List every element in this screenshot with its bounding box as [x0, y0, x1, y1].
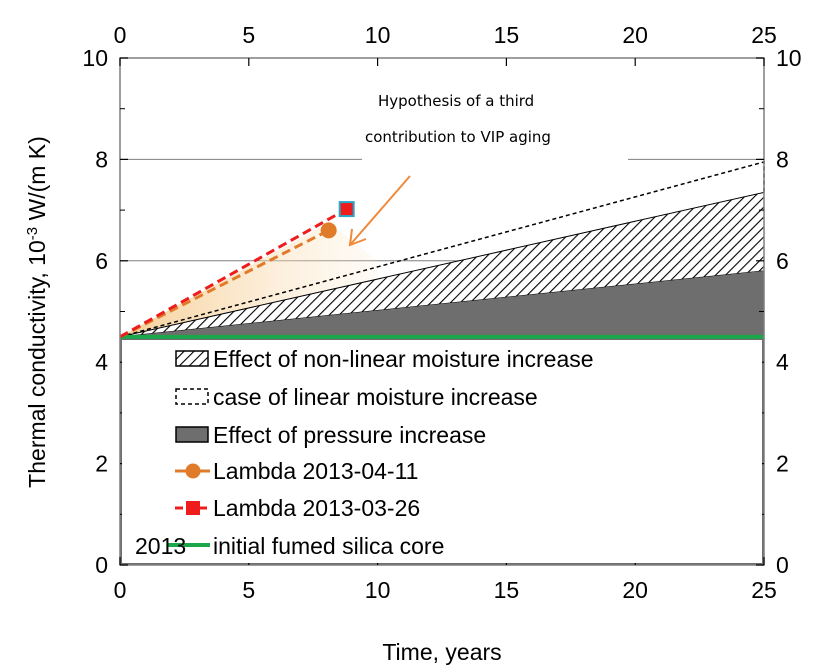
- y-axis-title-main: Thermal conductivity, 10: [24, 240, 50, 488]
- x-tick-label-top-15: 15: [494, 22, 520, 48]
- y-tick-label-left-4: 4: [95, 349, 108, 375]
- y-tick-label-right-0: 0: [776, 552, 789, 578]
- x-tick-label-top-10: 10: [365, 22, 391, 48]
- legend-swatch-hatched: [175, 350, 209, 367]
- x-tick-label-bottom-15: 15: [494, 577, 520, 603]
- x-tick-label-bottom-0: 0: [114, 577, 127, 603]
- hypothesis-annotation: Hypothesis of a third contribution to VI…: [348, 84, 628, 247]
- legend-label-pressure: Effect of pressure increase: [213, 422, 486, 448]
- y-axis-title-exp: -3: [24, 227, 41, 240]
- y-axis-title: Thermal conductivity, 10-3 W/(m K): [24, 136, 50, 488]
- x-axis-title: Time, years: [382, 639, 501, 665]
- annotation-mask: [362, 84, 628, 164]
- y-axis-title-unit: W/(m K): [24, 136, 50, 227]
- legend-swatch-gray: [175, 426, 209, 443]
- y-tick-label-right-8: 8: [776, 146, 789, 172]
- y-tick-label-right-2: 2: [776, 451, 789, 477]
- x-tick-label-bottom-20: 20: [622, 577, 648, 603]
- legend-label-lambda-0326: Lambda 2013-03-26: [213, 495, 420, 521]
- y-tick-label-left-10: 10: [82, 45, 108, 71]
- x-tick-label-bottom-25: 25: [751, 577, 777, 603]
- axis-ticks: [119, 57, 765, 566]
- legend-label-nonlinear: Effect of non-linear moisture increase: [213, 346, 594, 372]
- legend: Effect of non-linear moisture increase c…: [122, 340, 762, 563]
- x-tick-label-top-0: 0: [114, 22, 127, 48]
- legend-swatch-dashed: [175, 388, 209, 405]
- y-tick-label-right-10: 10: [776, 45, 802, 71]
- legend-item-lambda-0326: Lambda 2013-03-26: [175, 495, 420, 521]
- y-tick-label-left-6: 6: [95, 248, 108, 274]
- legend-swatch-red-marker: [186, 501, 200, 515]
- x-tick-label-top-20: 20: [622, 22, 648, 48]
- x-tick-label-bottom-5: 5: [242, 577, 255, 603]
- x-tick-label-bottom-10: 10: [365, 577, 391, 603]
- line-lambda-0411: [119, 229, 330, 339]
- marker-lambda-0411: [320, 222, 337, 239]
- annotation-line-2: contribution to VIP aging: [365, 128, 551, 146]
- line-lambda-0326: [119, 207, 348, 339]
- legend-label-initial-core: initial fumed silica core: [213, 533, 444, 559]
- legend-item-linear: case of linear moisture increase: [175, 384, 538, 410]
- annotation-arrowhead: [348, 228, 367, 247]
- annotation-arrow: [349, 175, 411, 246]
- marker-lambda-0326: [338, 201, 355, 218]
- line-series: [119, 201, 764, 339]
- y-tick-label-right-4: 4: [776, 349, 789, 375]
- annotation-line-1: Hypothesis of a third: [378, 92, 534, 110]
- legend-item-lambda-0411: Lambda 2013-04-11: [175, 458, 418, 484]
- y-tick-label-left-2: 2: [95, 451, 108, 477]
- y-tick-label-right-6: 6: [776, 248, 789, 274]
- y-tick-label-left-8: 8: [95, 146, 108, 172]
- legend-label-lambda-0411: Lambda 2013-04-11: [213, 458, 418, 484]
- legend-item-nonlinear: Effect of non-linear moisture increase: [175, 346, 594, 372]
- legend-label-linear: case of linear moisture increase: [213, 384, 538, 410]
- y-tick-label-left-0: 0: [95, 552, 108, 578]
- legend-overlay-2013: 2013: [135, 533, 186, 559]
- x-tick-label-top-5: 5: [242, 22, 255, 48]
- legend-box: [122, 340, 762, 563]
- x-tick-label-top-25: 25: [751, 22, 777, 48]
- legend-swatch-orange-marker: [185, 463, 201, 479]
- legend-item-initial-core: 2013 initial fumed silica core: [135, 533, 444, 559]
- legend-item-pressure: Effect of pressure increase: [175, 422, 486, 448]
